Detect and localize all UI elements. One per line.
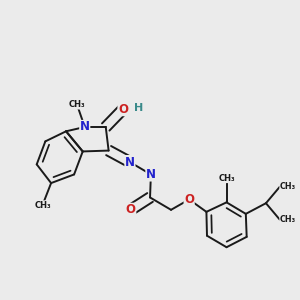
Text: H: H xyxy=(134,103,143,113)
Text: N: N xyxy=(146,168,156,181)
Text: CH₃: CH₃ xyxy=(280,215,296,224)
Text: N: N xyxy=(125,156,135,169)
Text: CH₃: CH₃ xyxy=(218,174,235,183)
Text: O: O xyxy=(118,103,128,116)
Text: CH₃: CH₃ xyxy=(34,201,51,210)
Text: CH₃: CH₃ xyxy=(280,182,296,191)
Text: O: O xyxy=(126,203,136,216)
Text: N: N xyxy=(80,121,90,134)
Text: CH₃: CH₃ xyxy=(69,100,85,109)
Text: O: O xyxy=(184,193,194,206)
